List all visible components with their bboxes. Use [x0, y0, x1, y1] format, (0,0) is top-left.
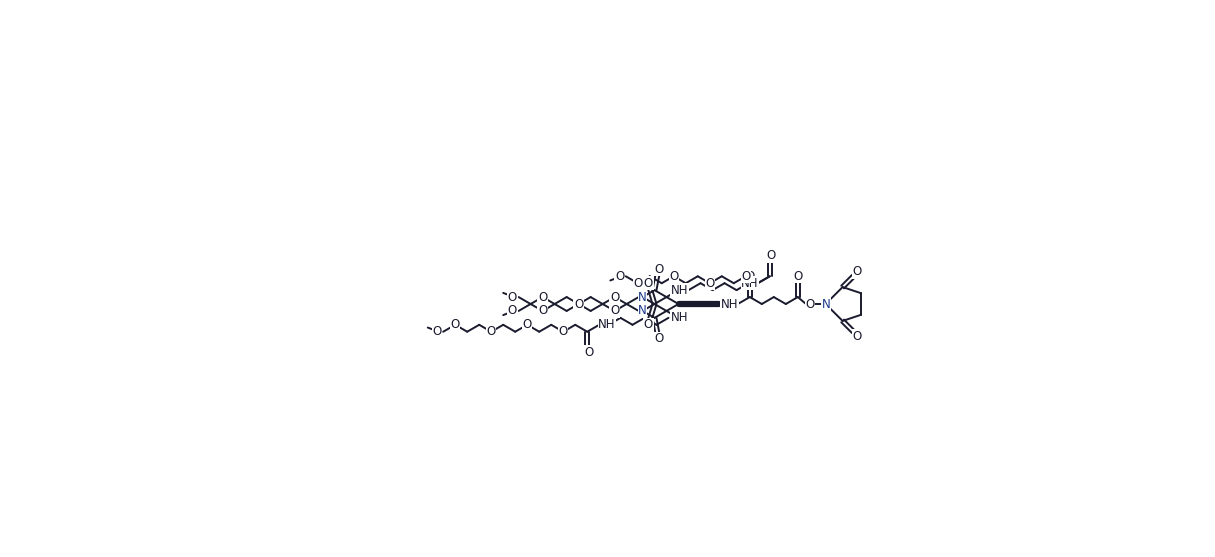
Text: O: O	[793, 270, 802, 283]
Text: O: O	[559, 325, 567, 338]
Text: O: O	[610, 291, 620, 304]
Text: O: O	[508, 305, 518, 317]
Text: O: O	[741, 270, 751, 283]
Text: O: O	[538, 305, 547, 317]
Text: O: O	[433, 325, 442, 338]
Text: O: O	[610, 305, 620, 317]
Text: O: O	[644, 318, 652, 331]
Text: NH: NH	[671, 311, 688, 324]
Text: NH: NH	[671, 284, 688, 297]
Text: O: O	[615, 270, 625, 283]
Text: O: O	[573, 297, 583, 310]
Text: O: O	[655, 332, 663, 345]
Text: O: O	[538, 291, 547, 304]
Text: N: N	[823, 297, 831, 310]
Text: NH: NH	[598, 318, 616, 331]
Text: O: O	[669, 270, 678, 283]
Text: O: O	[508, 291, 518, 304]
Text: O: O	[522, 318, 532, 331]
Text: O: O	[767, 249, 776, 262]
Text: O: O	[853, 330, 861, 343]
Text: O: O	[633, 277, 643, 290]
Text: O: O	[745, 270, 755, 283]
Text: O: O	[451, 318, 459, 331]
Text: O: O	[584, 346, 593, 359]
Text: O: O	[806, 297, 814, 310]
Text: O: O	[573, 297, 583, 310]
Text: O: O	[486, 325, 496, 338]
Text: NH: NH	[741, 277, 759, 290]
Text: O: O	[853, 265, 861, 278]
Text: O: O	[655, 263, 663, 276]
Text: O: O	[644, 277, 652, 290]
Text: N: N	[638, 291, 646, 304]
Text: O: O	[705, 277, 714, 290]
Text: NH: NH	[720, 297, 738, 310]
Text: N: N	[638, 305, 646, 317]
